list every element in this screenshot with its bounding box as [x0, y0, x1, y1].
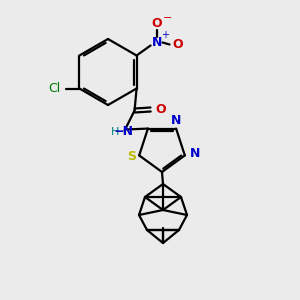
Text: N: N: [171, 114, 181, 127]
Text: H: H: [110, 127, 119, 136]
Text: N: N: [152, 36, 162, 49]
Text: ‒N: ‒N: [114, 125, 133, 138]
Text: O: O: [151, 17, 162, 30]
Text: S: S: [127, 150, 136, 163]
Text: +: +: [160, 31, 169, 40]
Text: Cl: Cl: [48, 82, 61, 95]
Text: −: −: [163, 14, 172, 23]
Text: O: O: [155, 103, 166, 116]
Text: N: N: [190, 147, 200, 160]
Text: O: O: [172, 38, 183, 51]
